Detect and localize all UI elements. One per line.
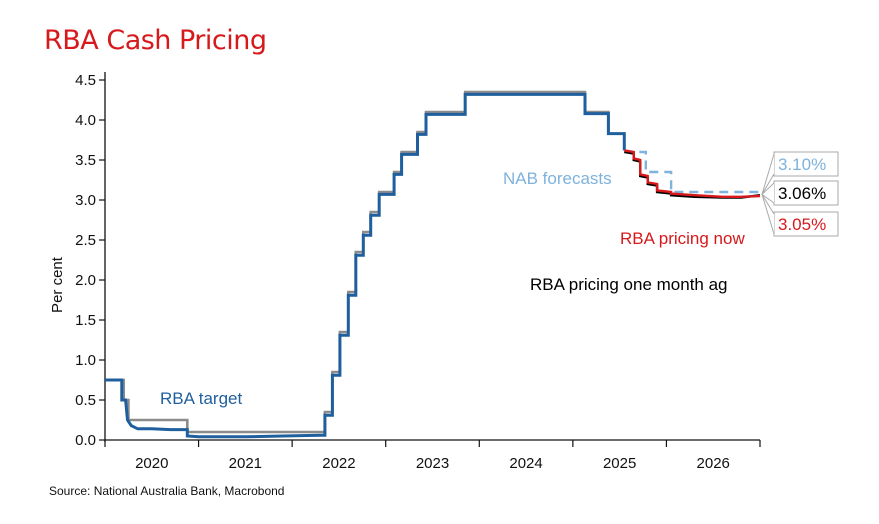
annotation-rba-month-ago: RBA pricing one month ag [530, 275, 728, 294]
end-label-nab: 3.10% [778, 155, 826, 174]
end-label-box [773, 151, 839, 177]
axes: 0.0 0.5 1.0 1.5 2.0 2.5 3.0 3.5 4.0 4.5 Per cent 20… [49, 72, 761, 472]
end-label-leader [761, 194, 775, 235]
y-tick-label: 1.0 [75, 352, 96, 369]
x-tick-label: 2026 [697, 455, 730, 472]
y-tick-label: 0.5 [75, 392, 96, 409]
y-tick-label: 1.5 [75, 312, 96, 329]
x-tick-label: 2022 [322, 455, 355, 472]
series-line-nab [624, 150, 760, 194]
series-line-rba-target [105, 92, 626, 439]
annotation-nab: NAB forecasts [503, 169, 612, 188]
end-label-box [773, 180, 839, 206]
x-tick-label: 2021 [229, 455, 262, 472]
y-tick-label: 3.5 [75, 152, 96, 169]
series-group [105, 90, 761, 439]
x-tick-label: 2025 [603, 455, 636, 472]
y-tick-label: 4.0 [75, 112, 96, 129]
y-tick-label: 2.5 [75, 232, 96, 249]
labels-group: RBA target NAB forecasts RBA pricing now RB… [160, 151, 839, 408]
annotation-rba-now: RBA pricing now [620, 229, 745, 248]
annotation-rba-target: RBA target [160, 389, 242, 408]
x-tick-label: 2024 [509, 455, 542, 472]
chart-title: RBA Cash Pricing [44, 25, 267, 56]
y-axis-label: Per cent [49, 256, 66, 313]
x-tick-label: 2023 [416, 455, 449, 472]
source-note: Source: National Australia Bank, Macrobo… [49, 484, 285, 498]
series-line-rba-now [624, 149, 761, 198]
end-label-rba-now: 3.05% [778, 215, 826, 234]
y-tick-label: 2.0 [75, 272, 96, 289]
end-label-rba-month-ago: 3.06% [778, 184, 826, 203]
y-tick-label: 0.0 [75, 432, 96, 449]
y-tick-label: 4.5 [75, 72, 96, 89]
y-tick-label: 3.0 [75, 192, 96, 209]
x-tick-label: 2020 [135, 455, 168, 472]
